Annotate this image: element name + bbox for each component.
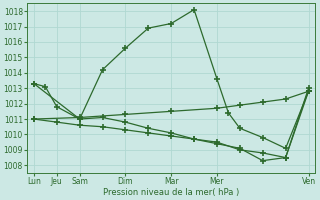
X-axis label: Pression niveau de la mer( hPa ): Pression niveau de la mer( hPa ) [103,188,239,197]
